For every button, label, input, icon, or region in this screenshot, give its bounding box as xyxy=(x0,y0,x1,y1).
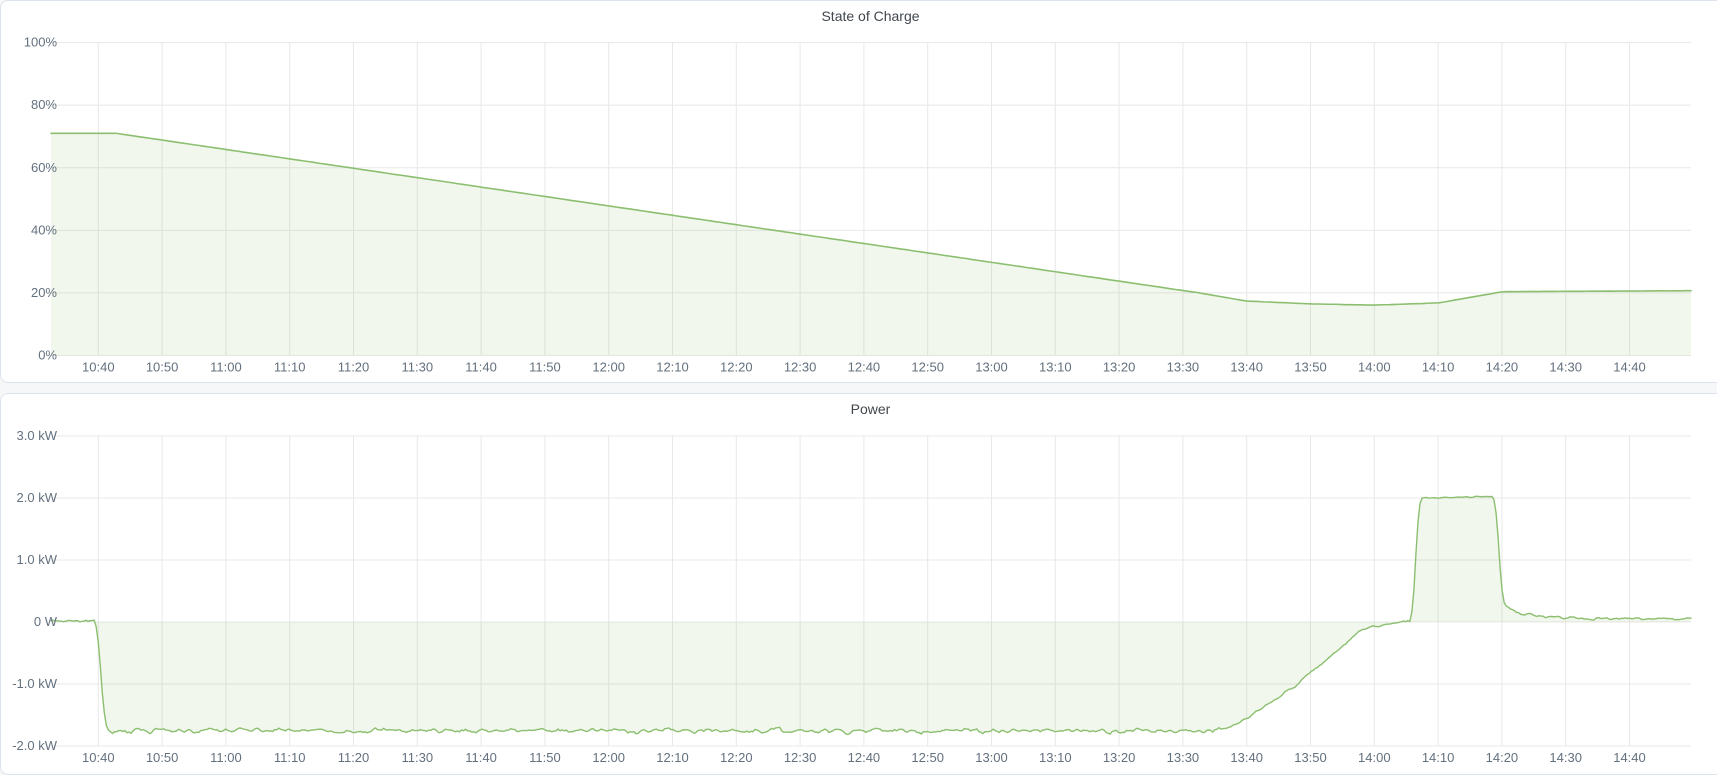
svg-text:12:50: 12:50 xyxy=(911,360,944,375)
svg-text:14:40: 14:40 xyxy=(1613,360,1646,375)
svg-text:13:00: 13:00 xyxy=(975,360,1008,375)
svg-text:13:10: 13:10 xyxy=(1039,360,1072,375)
svg-text:10:40: 10:40 xyxy=(82,360,115,375)
svg-text:14:00: 14:00 xyxy=(1358,750,1391,765)
svg-text:1.0 kW: 1.0 kW xyxy=(17,552,58,567)
svg-text:12:10: 12:10 xyxy=(656,750,689,765)
svg-text:11:20: 11:20 xyxy=(338,360,370,375)
svg-text:13:50: 13:50 xyxy=(1294,750,1327,765)
svg-text:12:00: 12:00 xyxy=(592,360,625,375)
svg-text:13:10: 13:10 xyxy=(1039,750,1072,765)
svg-text:11:30: 11:30 xyxy=(402,360,434,375)
svg-text:14:10: 14:10 xyxy=(1422,360,1455,375)
svg-text:11:00: 11:00 xyxy=(210,750,242,765)
svg-text:13:30: 13:30 xyxy=(1167,750,1200,765)
svg-text:11:00: 11:00 xyxy=(210,360,242,375)
svg-text:14:20: 14:20 xyxy=(1486,360,1519,375)
svg-text:0 W: 0 W xyxy=(34,614,58,629)
svg-text:11:50: 11:50 xyxy=(529,750,561,765)
svg-text:80%: 80% xyxy=(31,97,57,112)
svg-text:11:50: 11:50 xyxy=(529,360,561,375)
svg-text:12:30: 12:30 xyxy=(784,750,817,765)
svg-text:12:50: 12:50 xyxy=(911,750,944,765)
svg-text:13:20: 13:20 xyxy=(1103,360,1136,375)
svg-text:12:40: 12:40 xyxy=(848,750,881,765)
svg-text:11:20: 11:20 xyxy=(338,750,370,765)
svg-text:11:10: 11:10 xyxy=(274,750,306,765)
svg-text:100%: 100% xyxy=(24,35,58,50)
svg-text:12:40: 12:40 xyxy=(848,360,881,375)
svg-text:-1.0 kW: -1.0 kW xyxy=(12,676,58,691)
svg-text:13:40: 13:40 xyxy=(1230,360,1263,375)
svg-text:13:00: 13:00 xyxy=(975,750,1008,765)
svg-text:13:30: 13:30 xyxy=(1167,360,1200,375)
svg-text:11:10: 11:10 xyxy=(274,360,306,375)
svg-text:14:30: 14:30 xyxy=(1549,750,1582,765)
svg-text:11:40: 11:40 xyxy=(465,750,497,765)
svg-text:10:50: 10:50 xyxy=(146,750,179,765)
svg-text:12:20: 12:20 xyxy=(720,750,753,765)
svg-text:14:00: 14:00 xyxy=(1358,360,1391,375)
svg-text:13:40: 13:40 xyxy=(1230,750,1263,765)
svg-text:12:00: 12:00 xyxy=(592,750,625,765)
svg-text:0%: 0% xyxy=(38,348,57,363)
svg-text:12:30: 12:30 xyxy=(784,360,817,375)
svg-text:13:20: 13:20 xyxy=(1103,750,1136,765)
svg-text:2.0 kW: 2.0 kW xyxy=(17,490,58,505)
svg-text:3.0 kW: 3.0 kW xyxy=(17,428,58,443)
svg-text:12:10: 12:10 xyxy=(656,360,689,375)
svg-text:14:10: 14:10 xyxy=(1422,750,1455,765)
svg-text:14:30: 14:30 xyxy=(1549,360,1582,375)
svg-text:12:20: 12:20 xyxy=(720,360,753,375)
svg-text:13:50: 13:50 xyxy=(1294,360,1327,375)
svg-text:11:40: 11:40 xyxy=(465,360,497,375)
svg-text:20%: 20% xyxy=(31,285,57,300)
svg-text:14:40: 14:40 xyxy=(1613,750,1646,765)
svg-text:60%: 60% xyxy=(31,160,57,175)
svg-text:11:30: 11:30 xyxy=(402,750,434,765)
svg-text:40%: 40% xyxy=(31,222,57,237)
svg-text:14:20: 14:20 xyxy=(1486,750,1519,765)
svg-text:-2.0 kW: -2.0 kW xyxy=(12,738,58,753)
svg-text:10:50: 10:50 xyxy=(146,360,179,375)
svg-text:10:40: 10:40 xyxy=(82,750,115,765)
